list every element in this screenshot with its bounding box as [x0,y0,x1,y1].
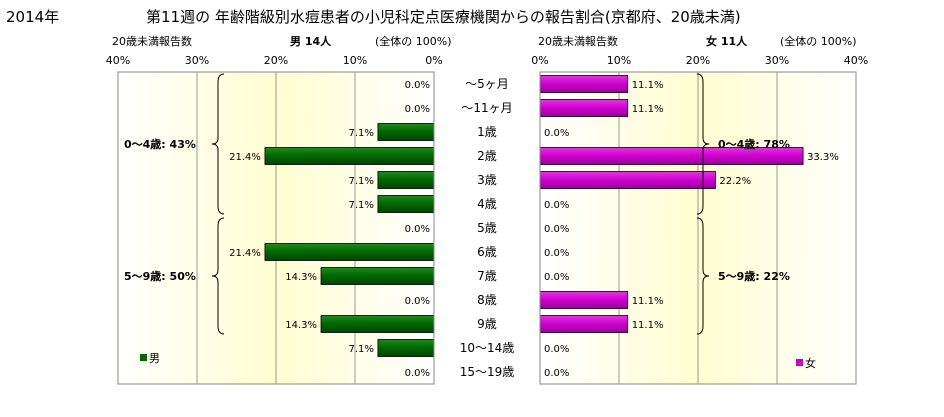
female-tick-label: 30% [765,54,789,67]
female-tick-label: 40% [844,54,868,67]
male-tick-label: 0% [425,54,442,67]
female-data-label: 0.0% [544,272,569,283]
female-group-brace [696,73,710,215]
category-label: 6歳 [477,245,497,259]
female-legend-swatch [796,359,803,366]
female-data-label: 11.1% [632,80,664,91]
male-legend-label: 男 [149,352,160,365]
female-group-label: 0～4歳: 78% [718,137,790,151]
male-data-label: 7.1% [349,128,374,139]
male-panel-subtitle: (全体の 100%) [375,34,452,48]
female-tick-label: 0% [531,54,548,67]
male-data-label: 21.4% [229,248,261,259]
category-label: 9歳 [477,317,497,331]
female-group-brace [696,217,710,335]
female-panel-title: 女 11人 [706,34,748,48]
male-bar [377,195,435,213]
female-data-label: 11.1% [632,104,664,115]
male-tick-label: 30% [185,54,209,67]
male-data-label: 21.4% [229,152,261,163]
female-bar [539,75,629,93]
female-data-label: 11.1% [632,296,664,307]
male-data-label: 0.0% [405,80,430,91]
category-label: 2歳 [477,149,497,163]
female-data-label: 33.3% [807,152,839,163]
female-bar [539,291,629,309]
male-bar [264,243,435,261]
male-data-label: 0.0% [405,368,430,379]
male-tick-label: 20% [264,54,288,67]
female-data-label: 0.0% [544,248,569,259]
female-data-label: 0.0% [544,368,569,379]
female-data-label: 11.1% [632,320,664,331]
male-legend-swatch [140,354,147,361]
male-bar [377,123,435,141]
male-bar [377,339,435,357]
male-data-label: 14.3% [285,320,317,331]
category-label: ～11ヶ月 [461,101,512,115]
male-data-label: 0.0% [405,224,430,235]
female-bar [539,315,629,333]
category-label: 10～14歳 [460,341,515,355]
male-tick-label: 40% [106,54,130,67]
male-group-label: 0～4歳: 43% [124,137,196,151]
male-bar [377,171,435,189]
female-legend-label: 女 [805,356,816,370]
male-bar [264,147,435,165]
male-group-brace [211,73,225,215]
female-data-label: 0.0% [544,200,569,211]
category-label: 1歳 [477,125,497,139]
female-bar [539,171,716,189]
category-label: 3歳 [477,173,497,187]
female-tick-label: 10% [607,54,631,67]
female-data-label: 0.0% [544,224,569,235]
male-data-label: 7.1% [349,176,374,187]
male-data-label: 7.1% [349,200,374,211]
male-axis-caption: 20歳未満報告数 [112,35,192,48]
male-data-label: 14.3% [285,272,317,283]
category-label: 8歳 [477,293,497,307]
male-group-brace [211,217,225,335]
female-data-label: 22.2% [719,176,751,187]
category-label: ～5ヶ月 [465,77,509,91]
male-bar [320,267,435,285]
female-data-label: 0.0% [544,128,569,139]
male-data-label: 7.1% [349,344,374,355]
female-data-label: 0.0% [544,344,569,355]
male-data-label: 0.0% [405,296,430,307]
male-data-label: 0.0% [405,104,430,115]
female-axis-caption: 20歳未満報告数 [538,35,618,48]
category-label: 4歳 [477,197,497,211]
female-plot-border [539,71,857,385]
male-bar [320,315,435,333]
female-tick-label: 20% [686,54,710,67]
male-tick-label: 10% [343,54,367,67]
male-panel-title: 男 14人 [290,34,332,48]
female-group-label: 5～9歳: 22% [718,269,790,283]
chart-title: 第11週の 年齢階級別水痘患者の小児科定点医療機関からの報告割合(京都府、20歳… [146,8,741,26]
male-plot-border [117,71,435,385]
female-bar [539,99,629,117]
category-label: 15～19歳 [460,365,515,379]
year-label: 2014年 [6,8,59,26]
female-panel-subtitle: (全体の 100%) [780,34,857,48]
category-label: 5歳 [477,221,497,235]
category-label: 7歳 [477,269,497,283]
male-group-label: 5～9歳: 50% [124,269,196,283]
